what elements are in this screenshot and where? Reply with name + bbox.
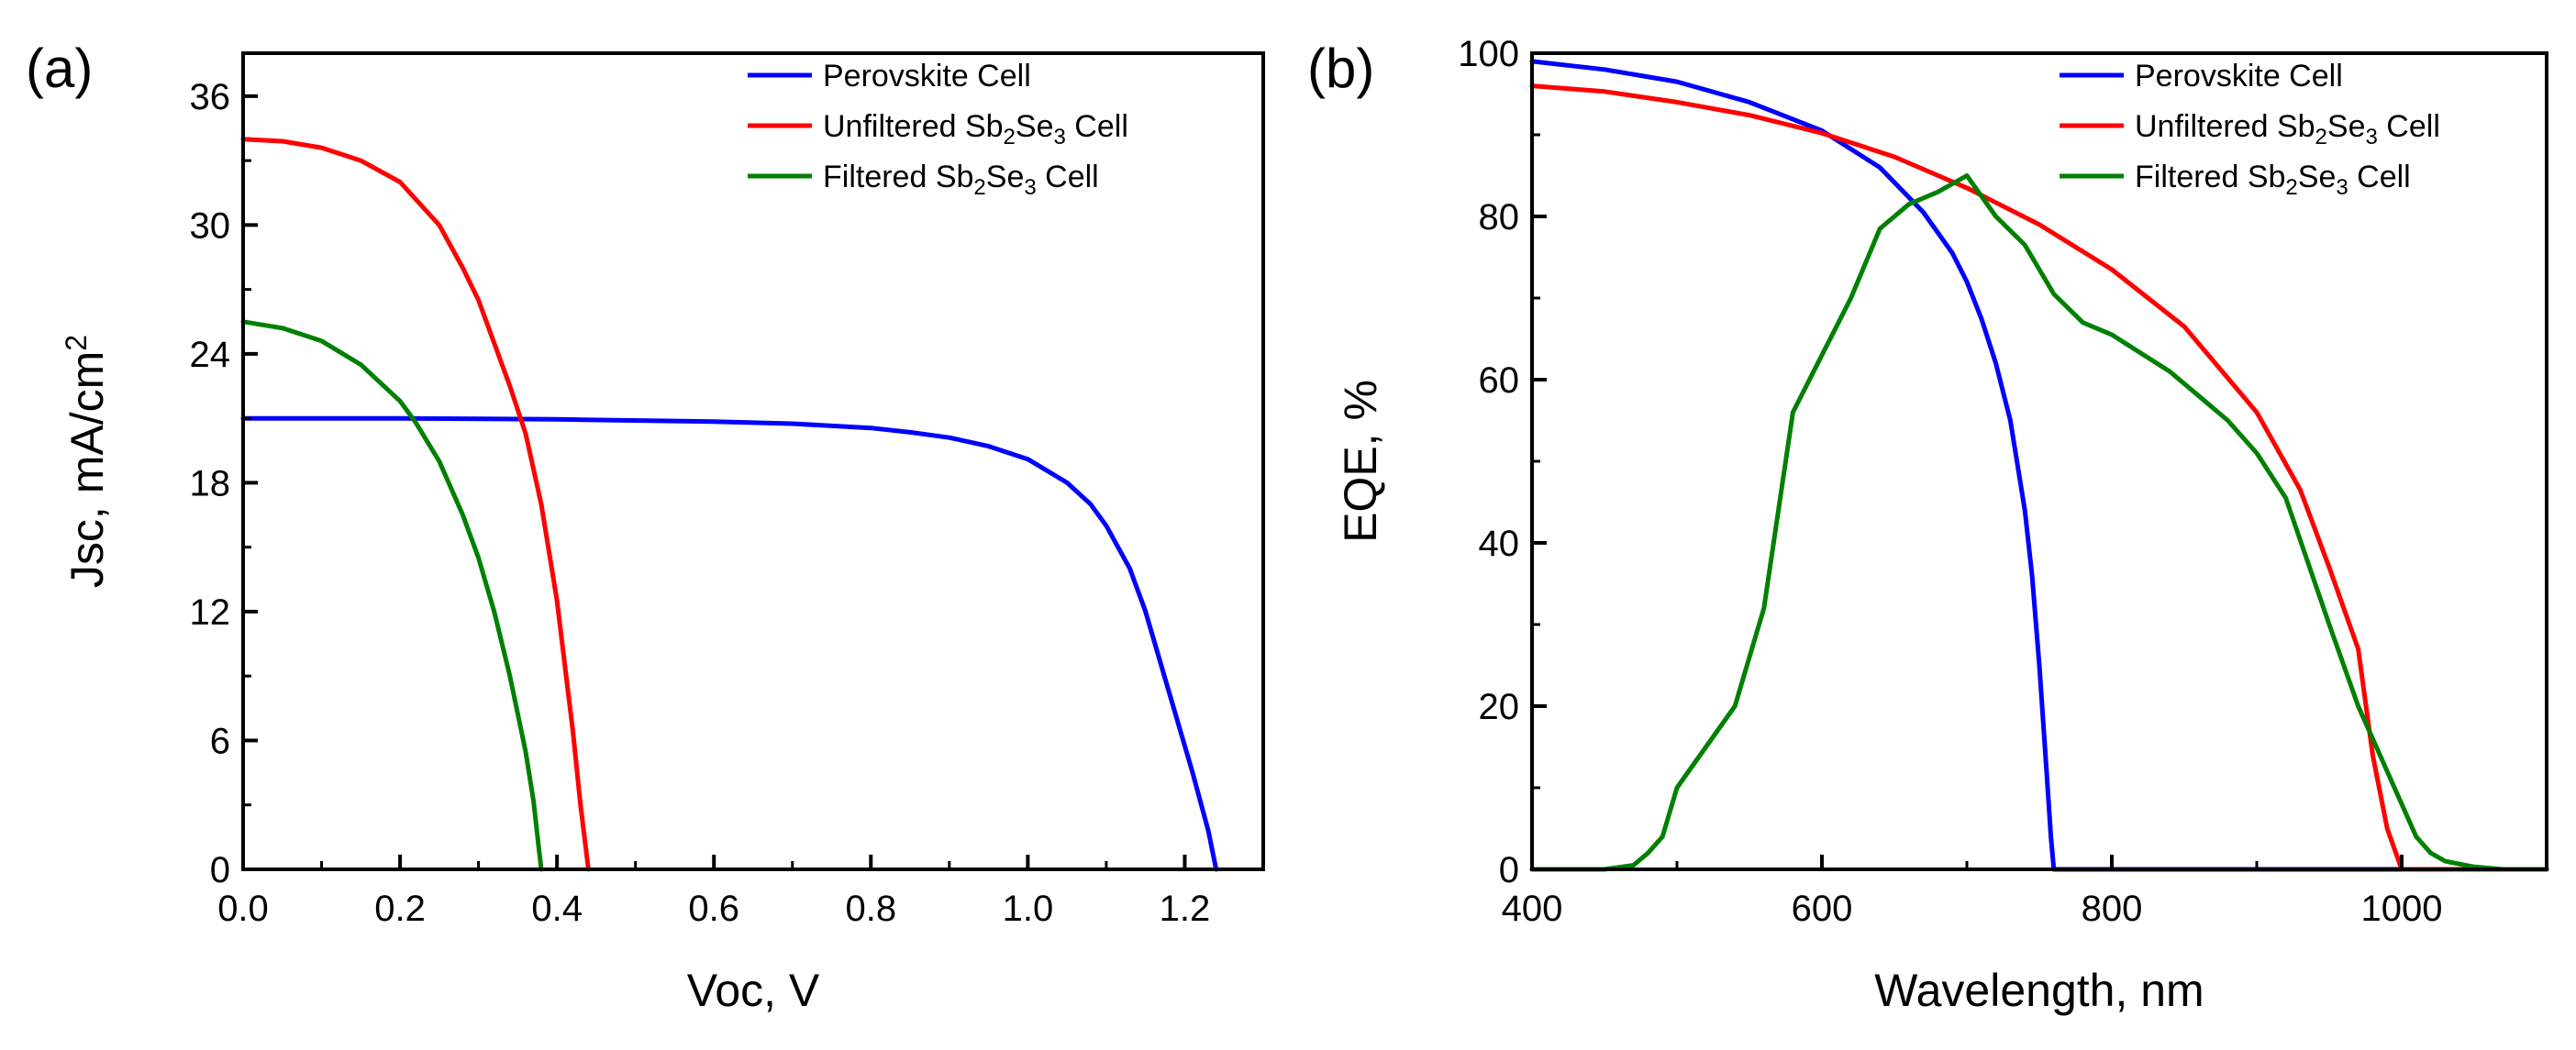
panel-a-y-ticks: 0 6 12 18 24 30 36 [190, 77, 258, 890]
panel-b-y-tick-label: 100 [1458, 34, 1519, 74]
panel-b-series-filtered-sb2se3-cell [1529, 173, 2549, 872]
panel-b-x-tick-label: 400 [1502, 889, 1563, 929]
panel-a-x-ticks: 0.0 0.2 0.4 0.6 0.8 1.0 1.2 [217, 855, 1265, 929]
panel-a-x-tick-label: 0.8 [846, 889, 897, 929]
panel-b-y-tick-label: 80 [1479, 197, 1520, 238]
panel-b-y-axis-title: EQE, % [1335, 380, 1386, 543]
panel-b-series-perovskite-cell [1529, 59, 2549, 872]
panel-a-series-unfiltered-sb2se3-cell [240, 137, 591, 872]
panel-a-y-tick-label: 18 [190, 463, 231, 503]
panel-b-legend-label-filtered-sb2se3-cell: Filtered Sb2Se3 Cell [2135, 160, 2411, 200]
panel-b-y-tick-label: 0 [1499, 850, 1519, 890]
panel-b-y-tick-label: 40 [1479, 524, 1520, 564]
panel-a-plot-frame [241, 51, 1265, 871]
panel-a-x-tick-label: 0.0 [217, 889, 269, 929]
panel-a-x-tick-label: 0.2 [374, 889, 426, 929]
panel-a-y-tick-label: 6 [210, 721, 230, 761]
panel-b-x-tick-label: 800 [2082, 889, 2143, 929]
panel-a-y-tick-label: 12 [190, 592, 231, 633]
panel-b-series-unfiltered-sb2se3-cell [1529, 83, 2549, 872]
panel-a-legend-label-unfiltered-sb2se3-cell: Unfiltered Sb2Se3 Cell [823, 109, 1128, 149]
panel-b-legend-label-perovskite-cell: Perovskite Cell [2135, 59, 2343, 94]
panel-b-x-axis-title: Wavelength, nm [1874, 965, 2204, 1016]
panel-a-legend-label-perovskite-cell: Perovskite Cell [823, 59, 1031, 94]
panel-a-series-perovskite-cell [240, 415, 1219, 872]
panel-b-x-tick-label: 600 [1792, 889, 1853, 929]
panel-b-y-tick-label: 20 [1479, 687, 1520, 727]
panel-a-x-tick-label: 0.6 [688, 889, 739, 929]
panel-a-x-tick-label: 1.2 [1160, 889, 1211, 929]
panel-b-legend-label-unfiltered-sb2se3-cell: Unfiltered Sb2Se3 Cell [2135, 109, 2440, 149]
panel-a-x-axis-title: Voc, V [687, 965, 820, 1016]
panel-a-y-axis-title-text: Jsc, mA/cm [61, 351, 113, 588]
panel-a-voc-jsc-chart: (a) 0.0 0.2 0.4 0.6 0.8 1.0 1.2 0 6 12 18 24 30 36 V… [26, 38, 1265, 1016]
panel-b-x-ticks: 400 600 800 1000 [1502, 855, 2548, 929]
panel-a-legend-label-filtered-sb2se3-cell: Filtered Sb2Se3 Cell [823, 160, 1099, 200]
panel-b-y-ticks: 0 20 40 60 80 100 [1458, 34, 1547, 890]
panel-a-y-tick-label: 0 [210, 850, 230, 890]
panel-a-y-tick-label: 24 [190, 335, 231, 375]
panel-a-y-axis-title-superscript: 2 [60, 335, 93, 351]
panel-a-y-tick-label: 36 [190, 77, 231, 117]
panel-a-x-tick-label: 0.4 [531, 889, 583, 929]
panel-b-legend: Perovskite Cell Unfiltered Sb2Se3 Cell Fil… [2060, 59, 2440, 200]
panel-a-series-filtered-sb2se3-cell [240, 319, 544, 872]
panel-b-series-lines [1529, 59, 2549, 872]
panel-a-label: (a) [26, 38, 93, 99]
panel-b-label: (b) [1307, 38, 1374, 99]
panel-a-legend: Perovskite Cell Unfiltered Sb2Se3 Cell Fil… [748, 59, 1128, 200]
panel-a-series-lines [240, 137, 1219, 872]
panel-b-x-tick-label: 1000 [2361, 889, 2443, 929]
panel-b-eqe-chart: (b) 400 600 800 1000 0 20 40 60 80 100 Wavelengt… [1307, 34, 2549, 1016]
panel-a-y-tick-label: 30 [190, 205, 231, 246]
panel-a-y-axis-title: Jsc, mA/cm2 [60, 335, 113, 588]
panel-a-x-tick-label: 1.0 [1003, 889, 1054, 929]
panel-b-y-tick-label: 60 [1479, 360, 1520, 401]
